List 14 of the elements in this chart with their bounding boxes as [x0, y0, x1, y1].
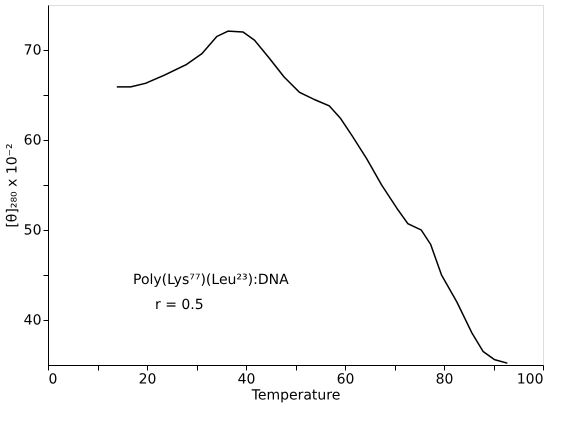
y-axis-title: [θ]₂₈₀ x 10⁻² — [4, 143, 21, 228]
annotation: r = 0.5 — [155, 297, 204, 313]
y-tick-label: 60 — [24, 132, 42, 148]
x-tick-label: 80 — [436, 372, 454, 388]
x-tick-label: 40 — [238, 372, 256, 388]
x-tick-label: 0 — [48, 372, 58, 388]
x-tick-label: 20 — [138, 372, 156, 388]
y-tick-label: 50 — [24, 222, 42, 238]
annotation: Poly(Lys⁷⁷)(Leu²³):DNA — [133, 272, 290, 288]
y-tick-label: 70 — [24, 42, 42, 58]
x-tick-label: 100 — [516, 372, 544, 388]
x-tick-label: 60 — [336, 372, 354, 388]
x-axis-title: Temperature — [250, 388, 340, 404]
y-tick-label: 40 — [24, 312, 42, 328]
